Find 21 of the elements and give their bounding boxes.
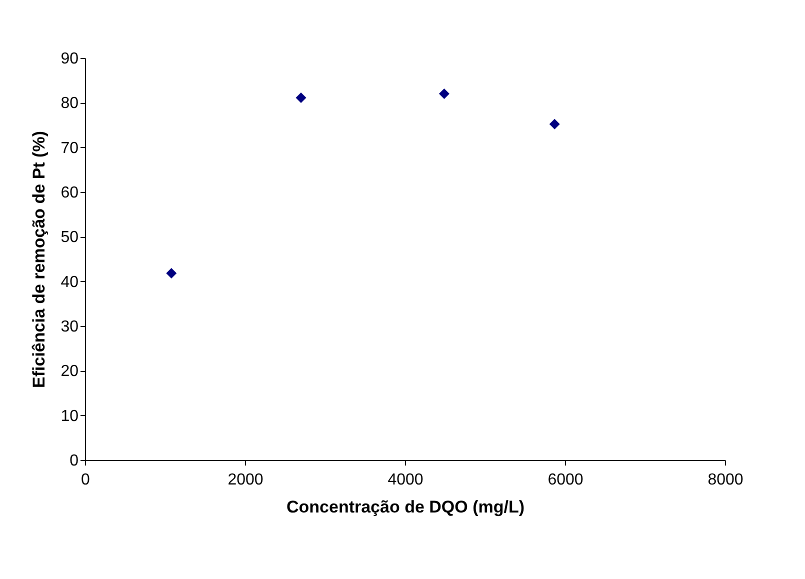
point xyxy=(549,118,560,130)
y-tick-label: 90 xyxy=(60,50,79,68)
y-tick-label: 10 xyxy=(60,408,79,425)
y-tick-label: 60 xyxy=(60,184,79,202)
y-tick-label: 0 xyxy=(70,452,79,470)
y-tick-label: 30 xyxy=(60,318,79,336)
x-tick-label: 4000 xyxy=(388,472,424,488)
x-tick-label: 0 xyxy=(81,472,90,488)
y-tick-label: 70 xyxy=(60,140,79,157)
point xyxy=(166,268,177,279)
x-tick-label: 2000 xyxy=(228,472,264,488)
x-tick-label: 6000 xyxy=(548,472,584,488)
y-axis-title: Eficiência de remoção de Pt (%) xyxy=(30,131,49,388)
point xyxy=(438,88,450,99)
y-tick-label: 20 xyxy=(60,363,79,380)
x-tick-label: 8000 xyxy=(708,472,744,488)
y-tick-label: 80 xyxy=(60,95,79,112)
y-tick-label: 40 xyxy=(60,274,79,291)
y-tick-label: 50 xyxy=(60,229,79,246)
point xyxy=(296,92,306,103)
x-axis-title: Concentração de DQO (mg/L) xyxy=(286,498,525,516)
